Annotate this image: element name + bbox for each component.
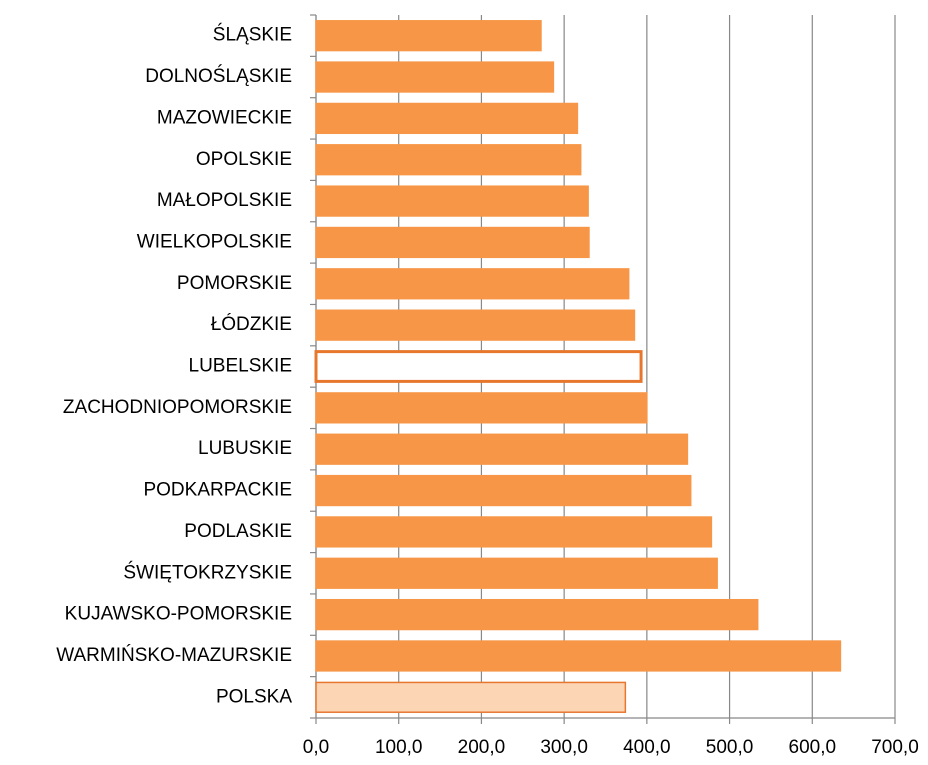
x-tick-label: 500,0 bbox=[706, 737, 754, 758]
y-tick-label: ŚWIĘTOKRZYSKIE bbox=[123, 561, 292, 583]
bar bbox=[315, 392, 648, 424]
y-tick-label: ŁÓDZKIE bbox=[211, 313, 292, 335]
bar bbox=[315, 226, 590, 259]
bar bbox=[315, 102, 579, 135]
bar bbox=[315, 640, 842, 672]
y-tick-label: DOLNOŚLĄSKIE bbox=[145, 65, 292, 87]
y-tick-label: POLSKA bbox=[216, 686, 292, 707]
y-tick-label: LUBELSKIE bbox=[189, 356, 293, 377]
bar bbox=[315, 61, 555, 93]
x-tick-label: 400,0 bbox=[623, 737, 671, 758]
bar bbox=[315, 474, 692, 507]
x-tick-label: 200,0 bbox=[458, 737, 506, 758]
bar bbox=[314, 350, 643, 383]
y-tick-label: LUBUSKIE bbox=[198, 438, 292, 459]
y-tick-label: POMORSKIE bbox=[177, 273, 292, 294]
y-tick-label: WARMIŃSKO-MAZURSKIE bbox=[56, 645, 292, 666]
y-tick-label: MAZOWIECKIE bbox=[157, 107, 292, 128]
bar bbox=[315, 557, 718, 589]
bar bbox=[315, 185, 589, 217]
x-tick-label: 600,0 bbox=[789, 737, 837, 758]
y-tick-label: KUJAWSKO-POMORSKIE bbox=[65, 604, 292, 625]
bar bbox=[315, 144, 582, 176]
bar bbox=[315, 598, 759, 631]
y-tick-label: ŚLĄSKIE bbox=[213, 24, 292, 46]
bar bbox=[315, 309, 636, 341]
y-tick-label: ZACHODNIOPOMORSKIE bbox=[63, 397, 292, 418]
y-tick-label: WIELKOPOLSKIE bbox=[137, 231, 292, 252]
y-tick-label: MAŁOPOLSKIE bbox=[157, 190, 292, 211]
y-tick-label: PODLASKIE bbox=[184, 521, 292, 542]
bar bbox=[315, 268, 630, 300]
y-tick-label: PODKARPACKIE bbox=[143, 480, 292, 501]
bar bbox=[315, 433, 689, 465]
bar bbox=[315, 516, 713, 548]
x-tick-label: 0,0 bbox=[303, 737, 329, 758]
bar bbox=[315, 20, 542, 52]
x-tick-label: 700,0 bbox=[871, 737, 919, 758]
y-tick-label: OPOLSKIE bbox=[196, 149, 292, 170]
x-tick-label: 100,0 bbox=[375, 737, 423, 758]
bar bbox=[315, 681, 627, 713]
x-tick-label: 300,0 bbox=[540, 737, 588, 758]
